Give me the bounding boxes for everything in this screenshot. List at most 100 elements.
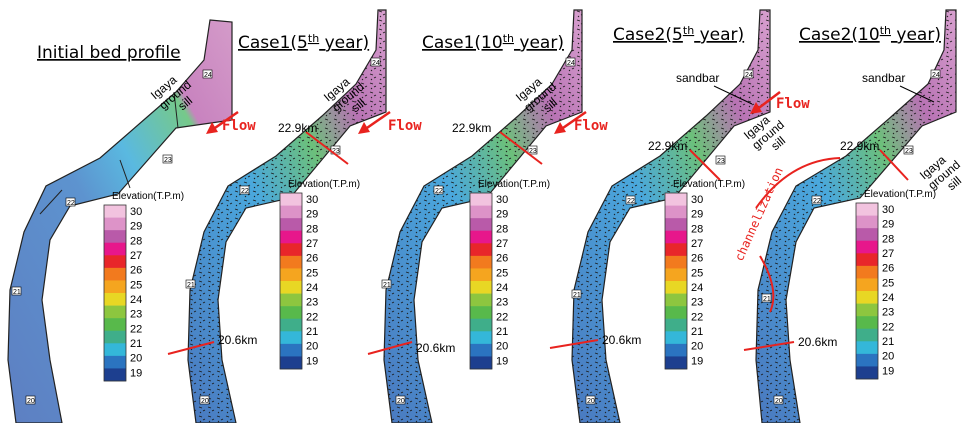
- km-marker: 22: [65, 197, 76, 207]
- speckle: [756, 10, 956, 423]
- legend-title: Elevation(T.P.m): [288, 179, 360, 190]
- km-marker: 23: [903, 145, 914, 155]
- legend-swatch: [856, 341, 878, 355]
- legends: Elevation(T.P.m) 30 29 28 27 26 25 24 23 22 21 20 19…: [103, 179, 936, 382]
- svg-text:24: 24: [372, 60, 380, 67]
- legend-swatch: [470, 230, 492, 244]
- legend-label: 19: [496, 355, 508, 367]
- panel-case1-10th: 24 23 22 21 20 Case1(10th year) Igaya gr…: [367, 9, 608, 423]
- legend-swatch: [856, 316, 878, 330]
- km-marker: 22: [433, 185, 444, 195]
- legend-swatch: [280, 243, 302, 257]
- legend-swatch: [470, 293, 492, 307]
- legend-swatch: [104, 205, 126, 218]
- speckle: [384, 10, 582, 423]
- km-marker: 20: [395, 395, 406, 405]
- legend-swatch: [470, 356, 492, 370]
- legend-swatch: [856, 228, 878, 242]
- legend-label: 27: [130, 250, 142, 262]
- svg-text:21: 21: [763, 296, 771, 303]
- legend-label: 29: [691, 209, 703, 221]
- legend-swatch: [280, 318, 302, 332]
- km-marker: 21: [185, 279, 196, 289]
- legend-swatch: [280, 255, 302, 269]
- legend-label: 19: [306, 355, 318, 367]
- legend-swatch: [104, 230, 126, 244]
- svg-text:23: 23: [332, 148, 340, 155]
- elevation-legend: Elevation(T.P.m) 30 29 28 27 26 25 24 23 22 21 20 19: [103, 191, 184, 382]
- svg-text:24: 24: [932, 72, 940, 79]
- flow-label: Flow: [574, 118, 608, 134]
- legend-swatch: [280, 193, 302, 206]
- legend-swatch: [665, 281, 687, 294]
- km-marker: 24: [565, 57, 576, 67]
- legend-swatch: [856, 215, 878, 229]
- panel-initial: 24 23 22 21 20 Initial bed profile Igaya…: [7, 19, 256, 423]
- legend-label: 20: [691, 341, 703, 353]
- km-marker: 21: [571, 289, 582, 299]
- flow-label: Flow: [388, 118, 422, 134]
- legend-swatch: [470, 205, 492, 219]
- legend-label: 26: [691, 253, 703, 265]
- legend-label: 22: [496, 311, 508, 323]
- legend-swatch: [280, 205, 302, 219]
- legend-swatch: [665, 331, 687, 345]
- legend-swatch: [280, 343, 302, 357]
- km-marker: 24: [202, 69, 213, 79]
- legend-swatch: [104, 267, 126, 281]
- legend-label: 29: [496, 209, 508, 221]
- legend-swatch: [280, 293, 302, 307]
- channelization-arc: [755, 157, 841, 209]
- legend-label: 30: [130, 206, 142, 218]
- legend-swatch: [104, 280, 126, 294]
- legend-label: 22: [306, 311, 318, 323]
- legend-label: 27: [306, 238, 318, 250]
- km-marker: 22: [625, 195, 636, 205]
- legend-label: 25: [882, 277, 894, 289]
- legend-swatch: [665, 306, 687, 320]
- legend-swatch: [280, 268, 302, 282]
- km-marker: 21: [381, 279, 392, 289]
- flow-arrow: [755, 91, 781, 111]
- legend-label: 24: [306, 282, 318, 294]
- flow-label: Flow: [776, 96, 810, 112]
- legend-swatch: [104, 343, 126, 357]
- legend-label: 27: [496, 238, 508, 250]
- legend-label: 29: [306, 209, 318, 221]
- legend-label: 21: [306, 326, 318, 338]
- legend-swatch: [665, 205, 687, 219]
- cross-section-22-9: [305, 131, 349, 165]
- panel-title: Initial bed profile: [37, 43, 181, 63]
- legend-label: 26: [882, 263, 894, 275]
- speckle: [572, 10, 770, 423]
- legend-label: 30: [691, 194, 703, 206]
- km-marker: 21: [761, 293, 772, 303]
- legend-swatch: [280, 331, 302, 345]
- km-marker: 20: [199, 395, 210, 405]
- km-marker: 24: [743, 69, 754, 79]
- legend-label: 19: [691, 355, 703, 367]
- cross-section-20-6: [367, 341, 413, 355]
- legend-label: 28: [691, 223, 703, 235]
- legend-swatch: [280, 306, 302, 320]
- svg-text:21: 21: [13, 289, 21, 296]
- flow-arrow-head: [750, 102, 762, 114]
- legend-frame: [103, 204, 127, 382]
- elevation-legend: Elevation(T.P.m) 30 29 28 27 26 25 24 23 22 21 20 19: [469, 179, 550, 370]
- legend-label: 20: [496, 341, 508, 353]
- legend-swatch: [280, 356, 302, 370]
- legend-frame: [279, 192, 303, 370]
- legend-label: 21: [496, 326, 508, 338]
- km-marker: 24: [370, 57, 381, 67]
- legend-label: 24: [496, 282, 508, 294]
- legend-swatch: [104, 293, 126, 306]
- svg-text:22: 22: [813, 198, 821, 205]
- legend-label: 21: [691, 326, 703, 338]
- legend-label: 26: [496, 253, 508, 265]
- legend-swatch: [470, 193, 492, 206]
- legend-swatch: [470, 318, 492, 332]
- legend-swatch: [856, 253, 878, 267]
- flow-label: Flow: [222, 118, 256, 134]
